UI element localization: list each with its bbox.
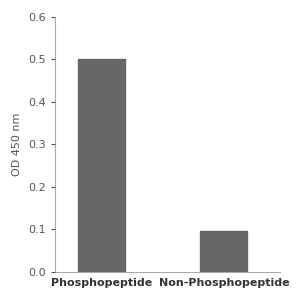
Bar — [78, 59, 125, 272]
Bar — [200, 232, 247, 272]
Y-axis label: OD 450 nm: OD 450 nm — [13, 112, 22, 176]
